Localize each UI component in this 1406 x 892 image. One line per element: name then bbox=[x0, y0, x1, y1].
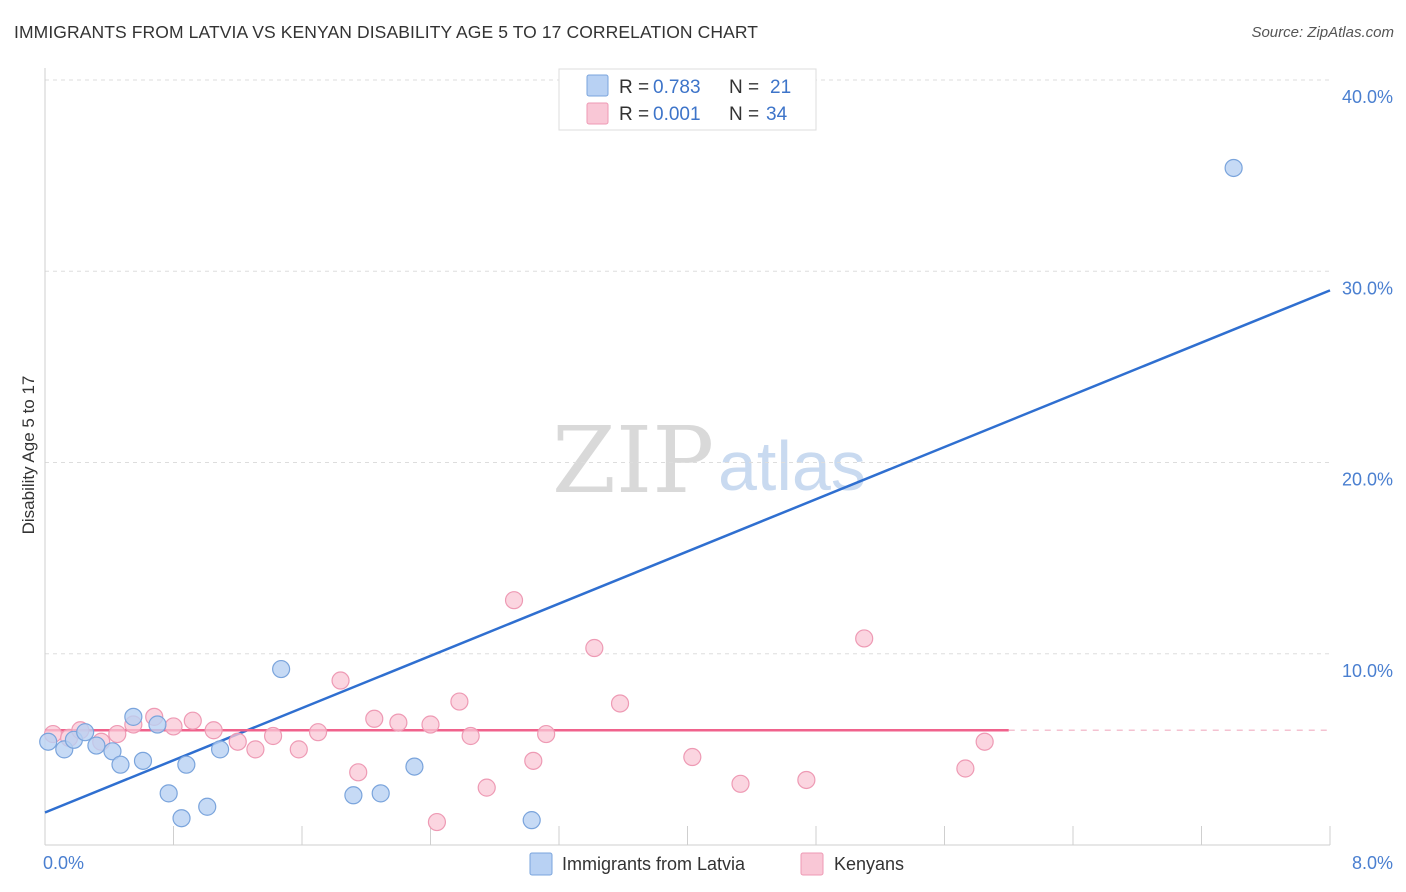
data-point-latvia bbox=[172, 809, 191, 828]
data-point-kenyans bbox=[331, 671, 350, 690]
data-point-kenyans bbox=[108, 724, 127, 744]
x-tick-label: 0.0% bbox=[43, 853, 84, 873]
data-point-kenyans bbox=[956, 759, 975, 778]
legend-swatch-kenyans bbox=[586, 102, 609, 125]
x-tick-label: 8.0% bbox=[1352, 853, 1393, 873]
data-point-kenyans bbox=[450, 692, 469, 711]
data-point-latvia bbox=[272, 659, 291, 679]
data-point-kenyans bbox=[504, 591, 524, 610]
data-point-kenyans bbox=[731, 774, 750, 793]
data-point-latvia bbox=[124, 707, 143, 726]
trend-line-latvia bbox=[44, 289, 1331, 814]
data-points bbox=[39, 158, 1243, 832]
data-point-latvia bbox=[1224, 158, 1243, 178]
data-point-kenyans bbox=[204, 721, 223, 740]
y-tick-label: 10.0% bbox=[1342, 661, 1393, 681]
data-point-latvia bbox=[177, 755, 196, 774]
data-point-latvia bbox=[87, 736, 106, 755]
data-point-kenyans bbox=[228, 732, 247, 751]
watermark-zip: ZIP bbox=[552, 407, 714, 514]
data-point-kenyans bbox=[610, 694, 630, 713]
bottom-legend-swatch-latvia bbox=[529, 852, 553, 876]
bottom-legend-label-latvia: Immigrants from Latvia bbox=[562, 854, 746, 874]
data-point-kenyans bbox=[164, 717, 183, 736]
watermark-atlas: atlas bbox=[718, 427, 866, 505]
y-tick-labels: 10.0% 20.0% 30.0% 40.0% bbox=[1342, 87, 1393, 681]
data-point-kenyans bbox=[263, 726, 283, 746]
data-point-kenyans bbox=[797, 770, 816, 790]
data-point-kenyans bbox=[289, 740, 308, 759]
legend: R = 0.783 N = 21 R = 0.001 N = 34 bbox=[558, 68, 817, 131]
legend-r-label: R = bbox=[619, 104, 649, 125]
data-point-kenyans bbox=[389, 713, 408, 732]
data-point-latvia bbox=[371, 784, 390, 803]
data-point-kenyans bbox=[421, 715, 440, 734]
data-point-kenyans bbox=[349, 763, 368, 782]
data-point-latvia bbox=[111, 755, 130, 774]
x-tick-labels: 0.0% 8.0% bbox=[43, 853, 1393, 873]
data-point-latvia bbox=[210, 740, 230, 759]
data-point-kenyans bbox=[461, 726, 480, 746]
data-point-kenyans bbox=[427, 812, 447, 832]
data-point-kenyans bbox=[585, 638, 604, 658]
watermark: ZIP atlas bbox=[552, 407, 866, 514]
source-credit: Source: ZipAtlas.com bbox=[1251, 24, 1394, 41]
data-point-kenyans bbox=[537, 724, 556, 744]
legend-r-value: 0.001 bbox=[653, 104, 701, 125]
y-tick-label: 30.0% bbox=[1342, 278, 1393, 298]
axes bbox=[44, 68, 1331, 846]
chart-title: IMMIGRANTS FROM LATVIA VS KENYAN DISABIL… bbox=[14, 22, 759, 42]
data-point-kenyans bbox=[183, 711, 202, 730]
data-point-kenyans bbox=[855, 629, 874, 648]
gridlines bbox=[45, 79, 1330, 655]
legend-r-value: 0.783 bbox=[653, 77, 701, 98]
data-point-latvia bbox=[76, 723, 95, 742]
data-point-kenyans bbox=[477, 778, 496, 797]
legend-n-value: 21 bbox=[770, 77, 791, 98]
legend-r-label: R = bbox=[619, 77, 649, 98]
data-point-kenyans bbox=[246, 740, 265, 759]
bottom-legend-label-kenyans: Kenyans bbox=[834, 854, 904, 874]
legend-swatch-latvia bbox=[586, 74, 609, 97]
y-axis-label: Disability Age 5 to 17 bbox=[19, 376, 38, 535]
data-point-latvia bbox=[405, 757, 424, 776]
data-point-kenyans bbox=[524, 751, 543, 770]
data-point-kenyans bbox=[308, 723, 328, 742]
legend-n-value: 34 bbox=[766, 104, 788, 125]
legend-n-label: N = bbox=[729, 77, 759, 98]
data-point-kenyans bbox=[365, 709, 384, 728]
data-point-latvia bbox=[148, 715, 167, 734]
legend-n-label: N = bbox=[729, 104, 759, 125]
data-point-latvia bbox=[344, 786, 363, 805]
bottom-legend-swatch-kenyans bbox=[800, 852, 824, 876]
y-tick-label: 40.0% bbox=[1342, 87, 1393, 107]
bottom-legend: Immigrants from Latvia Kenyans bbox=[529, 852, 904, 876]
data-point-latvia bbox=[159, 784, 178, 803]
data-point-kenyans bbox=[975, 732, 994, 751]
data-point-latvia bbox=[39, 732, 58, 751]
y-tick-label: 20.0% bbox=[1342, 470, 1393, 490]
data-point-latvia bbox=[133, 751, 153, 770]
data-point-kenyans bbox=[683, 747, 702, 767]
data-point-latvia bbox=[103, 742, 122, 761]
data-point-latvia bbox=[198, 797, 217, 816]
data-point-latvia bbox=[522, 811, 541, 830]
